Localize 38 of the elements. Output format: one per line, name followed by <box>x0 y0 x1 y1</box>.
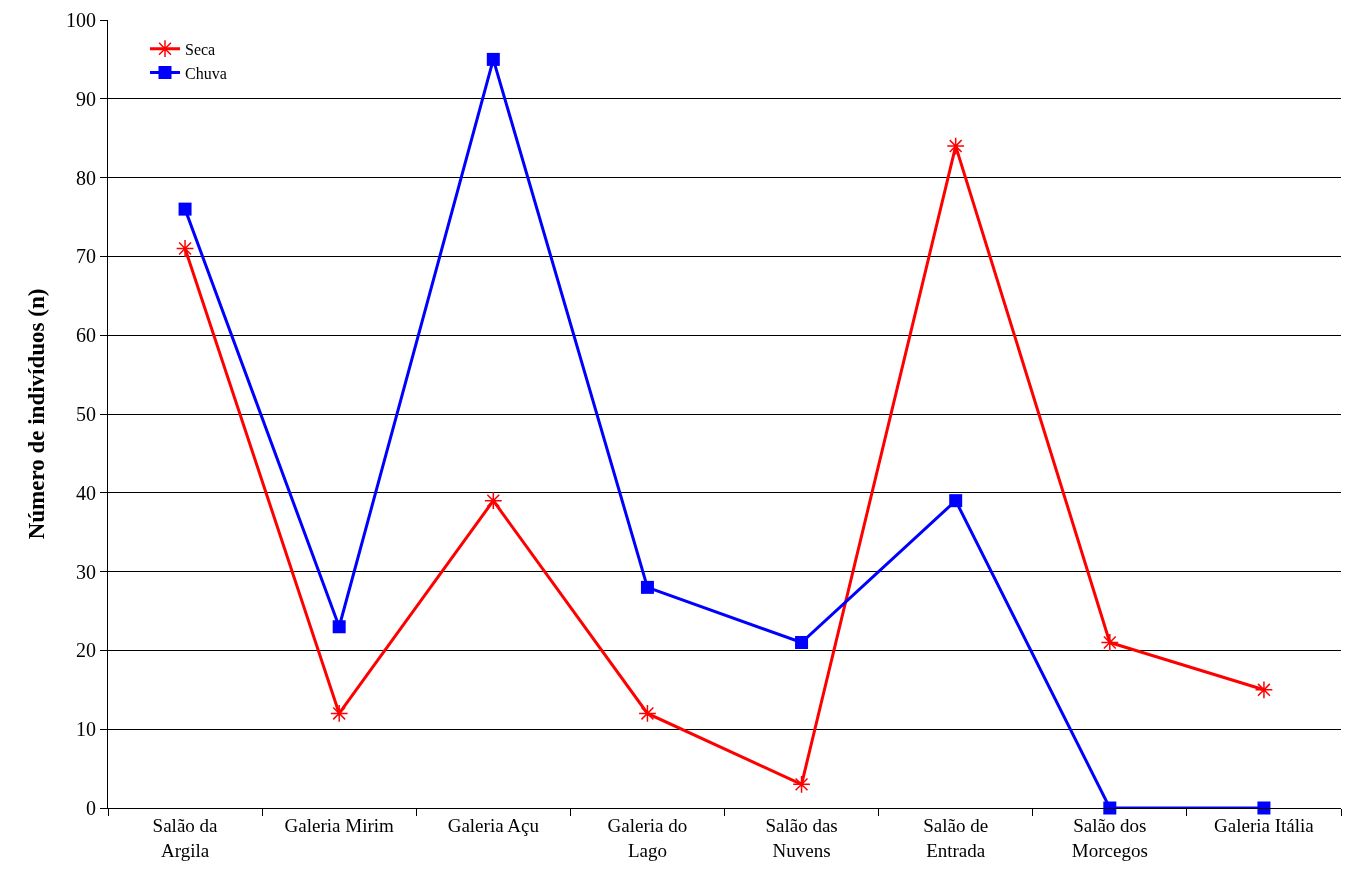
x-tick-label: Salão de Entrada <box>923 814 989 861</box>
y-tick-label: 70 <box>76 245 96 268</box>
x-tick-label: Galeria do Lago <box>607 814 688 861</box>
x-tick-label: Galeria Itália <box>1214 814 1315 836</box>
y-tick-label: 10 <box>76 718 96 741</box>
y-tick-label: 30 <box>76 560 96 583</box>
legend-label: Seca <box>184 40 216 58</box>
y-tick-label: 90 <box>76 87 96 110</box>
legend-label: Chuva <box>184 64 227 82</box>
point <box>486 52 500 66</box>
point <box>946 136 965 156</box>
point <box>484 491 503 510</box>
point <box>795 636 809 650</box>
x-tick-label: Galeria Açu <box>447 814 540 836</box>
x-tick-label: Galeria Mirim <box>284 814 395 836</box>
point <box>1254 680 1274 699</box>
y-tick-label: 50 <box>76 403 96 425</box>
point <box>332 620 346 634</box>
y-tick-label: 0 <box>86 797 96 819</box>
point <box>792 775 811 794</box>
point <box>175 239 195 258</box>
point <box>178 202 192 216</box>
x-tick-label: Salão da Argila <box>152 814 219 861</box>
y-tick-label: 20 <box>76 639 96 662</box>
point <box>330 704 349 723</box>
y-tick-label: 40 <box>76 481 96 504</box>
point <box>1257 801 1271 815</box>
y-tick-label: 60 <box>76 324 96 347</box>
point <box>1100 633 1119 652</box>
y-tick-label: 80 <box>76 166 96 189</box>
y-axis-title: Número de indivíduos (n) <box>24 288 50 540</box>
point <box>949 494 963 508</box>
x-tick-label: Salão das Nuvens <box>765 814 838 861</box>
x-tick-label: Salão dos Morcegos <box>1071 814 1148 861</box>
point <box>1103 801 1117 815</box>
point <box>640 580 654 594</box>
point <box>638 704 657 723</box>
y-tick-label: 100 <box>66 9 96 31</box>
